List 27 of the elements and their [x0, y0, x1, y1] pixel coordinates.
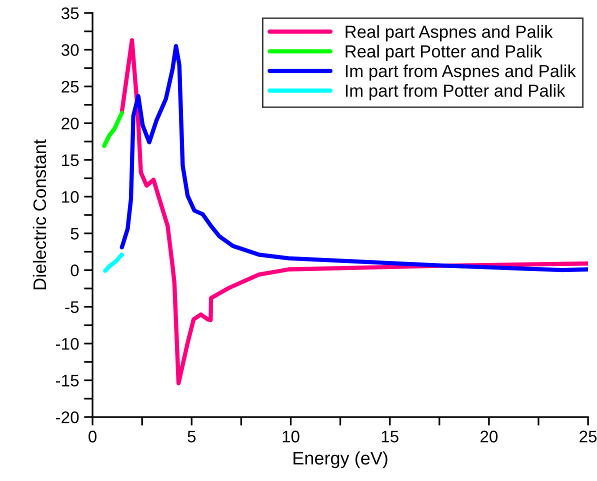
line-series — [103, 252, 124, 273]
y-tick-label: -5 — [65, 301, 79, 314]
y-tick-label: 35 — [61, 7, 79, 20]
legend-label: Im part from Potter and Palik — [346, 84, 566, 100]
y-tick-label: 10 — [62, 191, 79, 203]
y-tick-label: 5 — [70, 228, 79, 240]
legend-label: Real part Potter and Palik — [346, 44, 542, 61]
x-tick-label: 20 — [480, 430, 498, 442]
y-tick-label: 30 — [61, 44, 79, 56]
line-series — [120, 44, 588, 272]
x-tick-label: 10 — [282, 430, 300, 442]
y-tick-label: -20 — [56, 411, 79, 424]
y-tick-label: 0 — [70, 264, 79, 276]
line-series — [102, 110, 124, 148]
y-tick-label: 25 — [62, 80, 79, 93]
y-tick-label: 15 — [62, 154, 79, 166]
x-tick-label: 15 — [382, 430, 398, 442]
y-tick-label: -10 — [56, 338, 79, 350]
x-tick-label: 0 — [88, 430, 97, 442]
x-axis-title: Energy (eV) — [294, 451, 388, 468]
legend-label: Im part from Aspnes and Palik — [346, 64, 576, 81]
x-tick-label: 5 — [188, 430, 196, 442]
y-tick-label: -15 — [56, 374, 79, 386]
x-tick-label: 25 — [580, 430, 597, 442]
y-tick-label: 20 — [62, 118, 79, 130]
legend-label: Real part Aspnes and Palik — [346, 25, 553, 42]
y-axis-title: Dielectric Constant — [32, 139, 46, 290]
